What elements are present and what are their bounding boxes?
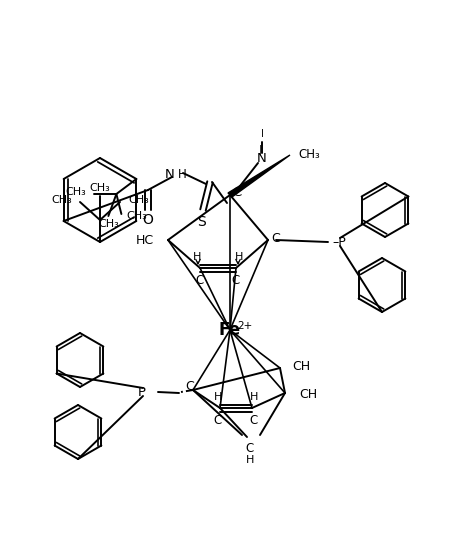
Text: CH: CH bbox=[292, 359, 310, 373]
Polygon shape bbox=[228, 155, 290, 197]
Text: O: O bbox=[143, 213, 154, 227]
Text: H: H bbox=[246, 455, 254, 465]
Text: |: | bbox=[258, 145, 262, 155]
Text: CH: CH bbox=[299, 388, 317, 402]
Text: C: C bbox=[214, 413, 222, 426]
Text: H: H bbox=[214, 392, 222, 402]
Text: HC: HC bbox=[136, 233, 154, 247]
Text: C: C bbox=[232, 275, 240, 287]
Text: C: C bbox=[271, 232, 280, 244]
Text: C: C bbox=[185, 381, 194, 393]
Text: CH₃: CH₃ bbox=[51, 195, 72, 205]
Text: CH₃: CH₃ bbox=[128, 195, 149, 205]
Text: 2+: 2+ bbox=[238, 321, 253, 331]
Text: H: H bbox=[250, 392, 258, 402]
Text: C: C bbox=[246, 441, 254, 455]
Text: H: H bbox=[178, 169, 187, 181]
Text: CH₃: CH₃ bbox=[90, 183, 110, 193]
Text: CH₃: CH₃ bbox=[126, 211, 147, 221]
Text: C: C bbox=[196, 275, 204, 287]
Text: P: P bbox=[138, 386, 146, 398]
Text: H: H bbox=[193, 252, 201, 262]
Text: C: C bbox=[250, 413, 258, 426]
Text: CH₃: CH₃ bbox=[66, 187, 86, 197]
Text: N: N bbox=[257, 152, 267, 165]
Text: S: S bbox=[197, 215, 205, 229]
Text: C: C bbox=[232, 186, 241, 200]
Text: I: I bbox=[260, 129, 264, 139]
Text: H: H bbox=[235, 252, 243, 262]
Text: N: N bbox=[165, 167, 175, 180]
Text: Fe: Fe bbox=[219, 321, 241, 339]
Text: CH₃: CH₃ bbox=[298, 148, 320, 161]
Text: CH₃: CH₃ bbox=[98, 219, 119, 229]
Text: –P: –P bbox=[332, 235, 346, 248]
